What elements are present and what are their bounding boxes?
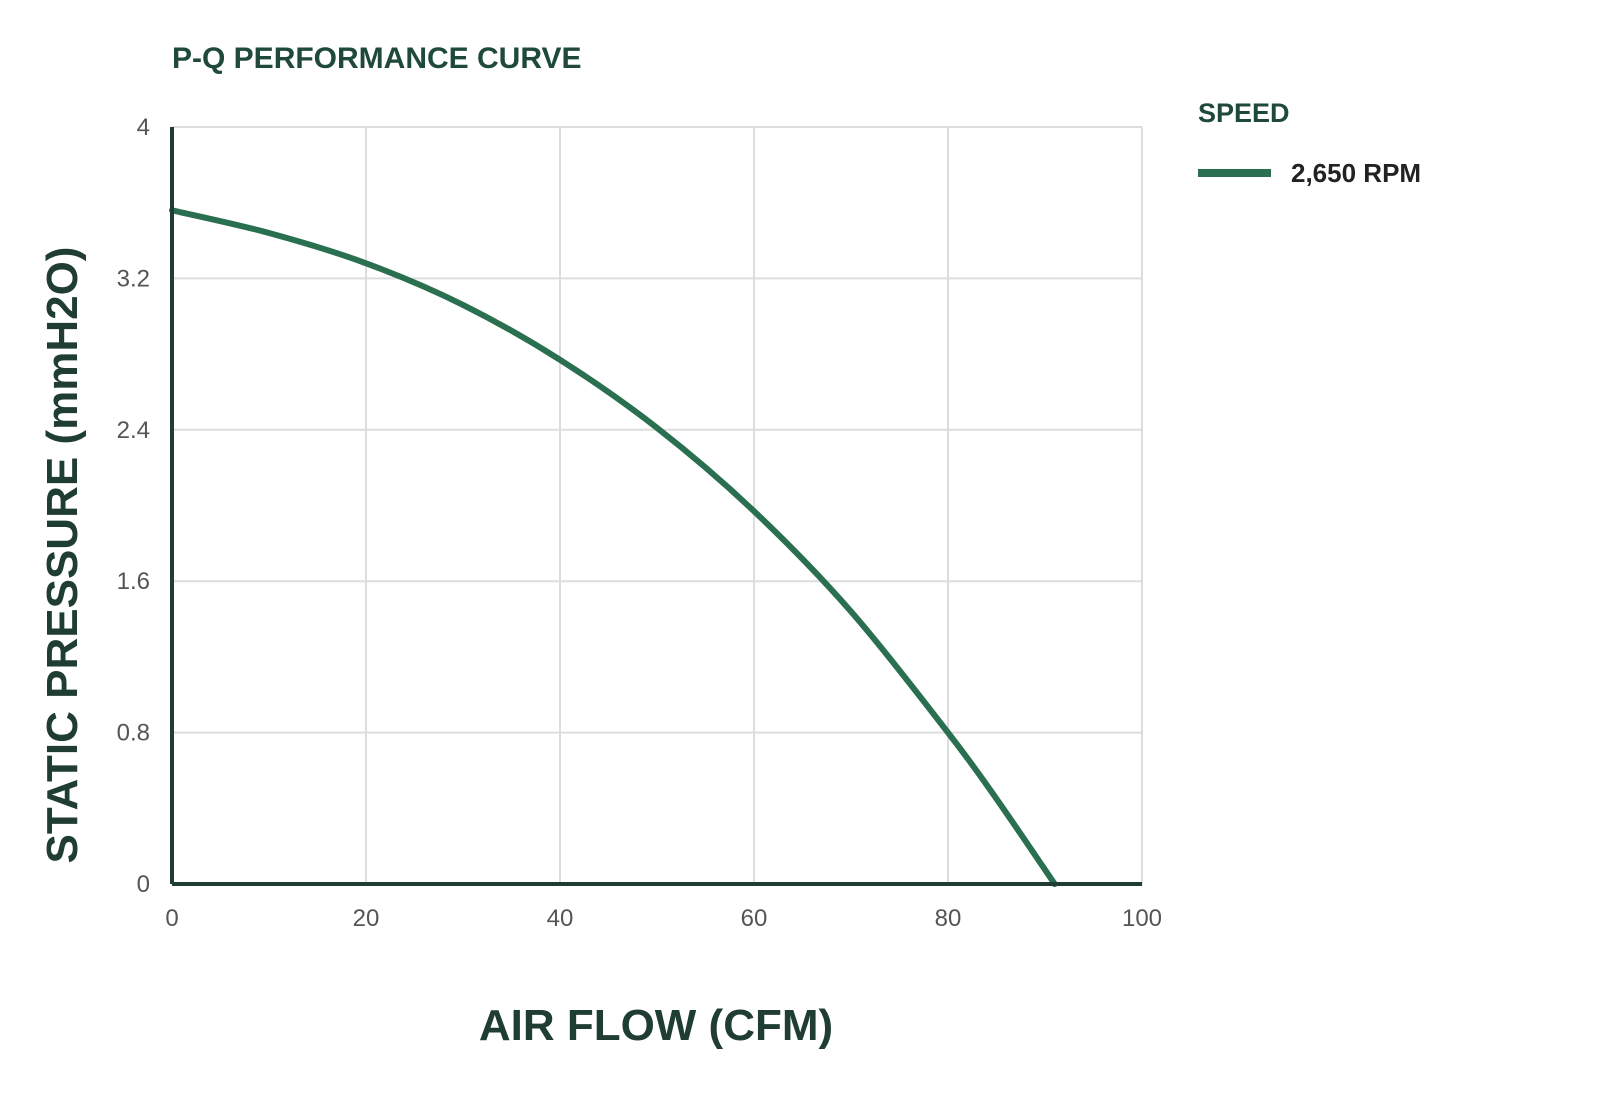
y-tick-label: 3.2 xyxy=(117,265,150,292)
x-tick-label: 20 xyxy=(353,905,380,932)
y-tick-label: 1.6 xyxy=(117,568,150,595)
y-axis-label: STATIC PRESSURE (mmH2O) xyxy=(38,247,87,864)
legend-title: SPEED xyxy=(1198,98,1290,128)
x-tick-label: 0 xyxy=(165,905,178,932)
y-tick-label: 0 xyxy=(137,871,150,898)
x-tick-label: 80 xyxy=(935,905,962,932)
series-layer xyxy=(169,207,1058,887)
x-tick-label: 60 xyxy=(741,905,768,932)
y-tick-label: 0.8 xyxy=(117,720,150,747)
legend: SPEED 2,650 RPM xyxy=(1198,98,1421,188)
y-axis-ticks: 0 0.8 1.6 2.4 3.2 4 xyxy=(117,114,150,898)
x-axis-label: AIR FLOW (CFM) xyxy=(479,1001,833,1050)
series-line-2650-rpm xyxy=(169,207,1058,887)
x-axis-ticks: 0 20 40 60 80 100 xyxy=(165,905,1162,932)
chart-title: P-Q PERFORMANCE CURVE xyxy=(172,42,581,75)
legend-item-label: 2,650 RPM xyxy=(1291,158,1421,188)
y-tick-label: 4 xyxy=(137,114,150,141)
grid-lines xyxy=(171,126,1143,885)
x-tick-label: 100 xyxy=(1122,905,1162,932)
x-tick-label: 40 xyxy=(547,905,574,932)
y-tick-label: 2.4 xyxy=(117,417,150,444)
